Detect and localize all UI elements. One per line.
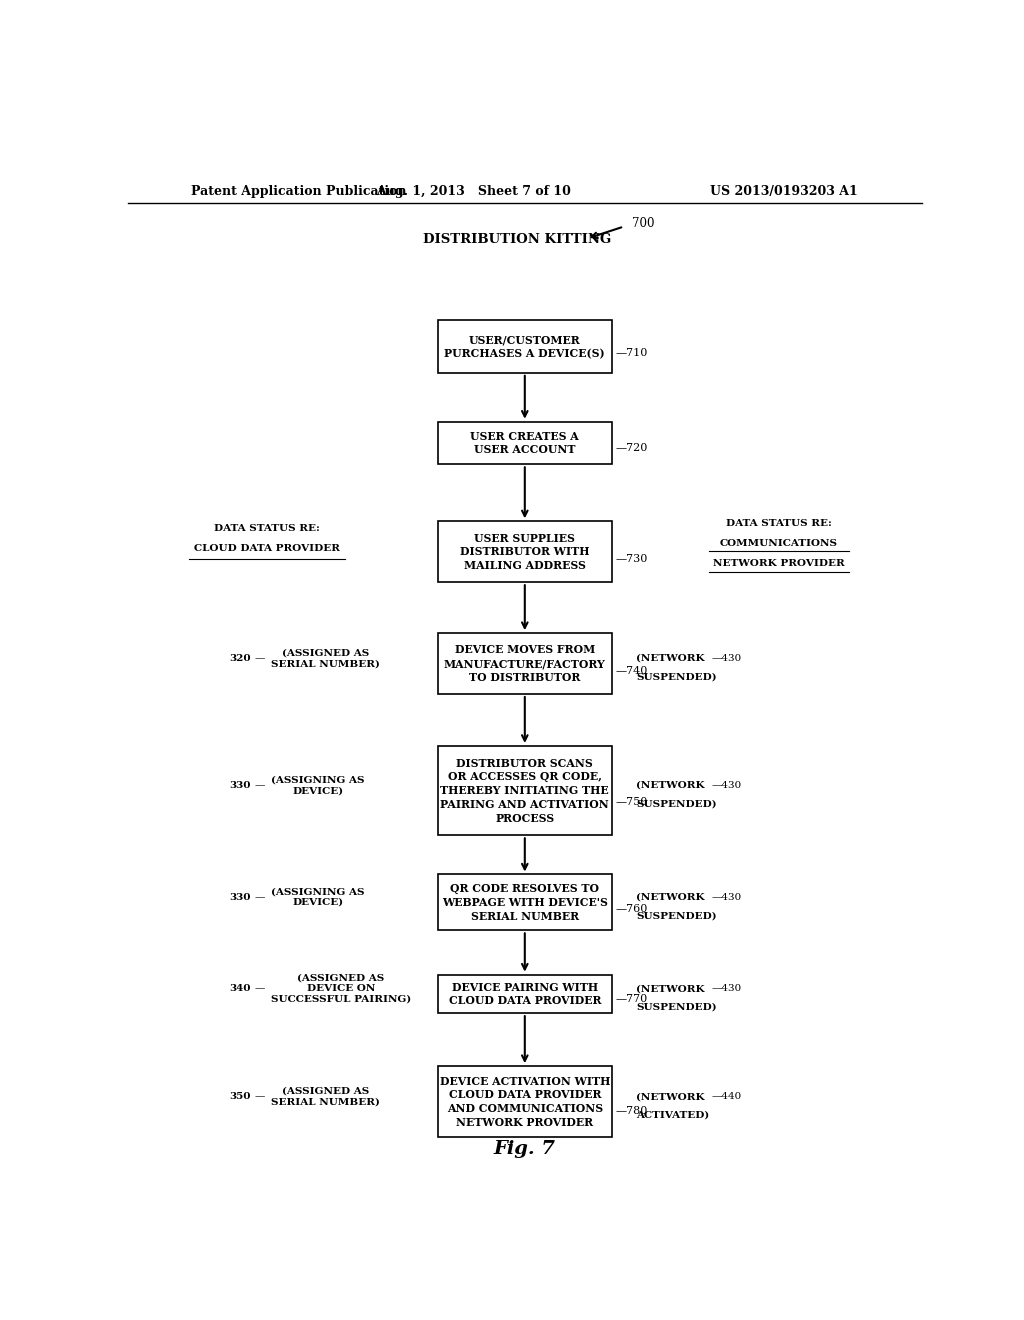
FancyBboxPatch shape <box>437 1067 612 1138</box>
Text: SUSPENDED): SUSPENDED) <box>636 1003 717 1011</box>
Text: 330: 330 <box>229 781 251 789</box>
Text: —: — <box>255 781 265 789</box>
Text: USER/CUSTOMER
PURCHASES A DEVICE(S): USER/CUSTOMER PURCHASES A DEVICE(S) <box>444 334 605 359</box>
Text: DISTRIBUTION KITTING: DISTRIBUTION KITTING <box>423 234 611 247</box>
FancyBboxPatch shape <box>437 319 612 372</box>
Text: SUSPENDED): SUSPENDED) <box>636 800 717 808</box>
Text: DEVICE MOVES FROM
MANUFACTURE/FACTORY
TO DISTRIBUTOR: DEVICE MOVES FROM MANUFACTURE/FACTORY TO… <box>444 644 605 682</box>
Text: —430: —430 <box>712 985 741 993</box>
Text: DEVICE ACTIVATION WITH
CLOUD DATA PROVIDER
AND COMMUNICATIONS
NETWORK PROVIDER: DEVICE ACTIVATION WITH CLOUD DATA PROVID… <box>439 1076 610 1127</box>
FancyBboxPatch shape <box>437 521 612 582</box>
Text: NETWORK PROVIDER: NETWORK PROVIDER <box>713 560 845 569</box>
Text: (NETWORK: (NETWORK <box>636 1092 705 1101</box>
Text: —: — <box>255 892 265 902</box>
Text: DEVICE PAIRING WITH
CLOUD DATA PROVIDER: DEVICE PAIRING WITH CLOUD DATA PROVIDER <box>449 982 601 1006</box>
Text: (ASSIGNING AS
DEVICE): (ASSIGNING AS DEVICE) <box>270 887 365 907</box>
FancyBboxPatch shape <box>437 421 612 465</box>
Text: —750: —750 <box>615 797 647 807</box>
FancyBboxPatch shape <box>437 974 612 1014</box>
Text: —710: —710 <box>615 348 647 358</box>
Text: —760: —760 <box>615 904 647 915</box>
Text: —430: —430 <box>712 892 741 902</box>
Text: —780: —780 <box>615 1106 647 1115</box>
Text: —: — <box>255 985 265 993</box>
Text: —: — <box>255 653 265 663</box>
Text: (ASSIGNED AS
SERIAL NUMBER): (ASSIGNED AS SERIAL NUMBER) <box>270 1086 380 1106</box>
Text: DISTRIBUTOR SCANS
OR ACCESSES QR CODE,
THEREBY INITIATING THE
PAIRING AND ACTIVA: DISTRIBUTOR SCANS OR ACCESSES QR CODE, T… <box>440 758 609 824</box>
Text: SUSPENDED): SUSPENDED) <box>636 911 717 920</box>
Text: 330: 330 <box>229 892 251 902</box>
Text: USER CREATES A
USER ACCOUNT: USER CREATES A USER ACCOUNT <box>470 430 580 455</box>
Text: 320: 320 <box>229 653 251 663</box>
Text: SUSPENDED): SUSPENDED) <box>636 672 717 681</box>
FancyBboxPatch shape <box>437 634 612 694</box>
FancyBboxPatch shape <box>437 874 612 931</box>
Text: Fig. 7: Fig. 7 <box>494 1140 556 1159</box>
Text: (NETWORK: (NETWORK <box>636 985 705 993</box>
Text: (NETWORK: (NETWORK <box>636 781 705 789</box>
Text: (NETWORK: (NETWORK <box>636 892 705 902</box>
Text: —430: —430 <box>712 781 741 789</box>
Text: —440: —440 <box>712 1092 741 1101</box>
Text: 350: 350 <box>229 1092 251 1101</box>
Text: CLOUD DATA PROVIDER: CLOUD DATA PROVIDER <box>194 544 340 553</box>
FancyBboxPatch shape <box>437 746 612 836</box>
Text: USER SUPPLIES
DISTRIBUTOR WITH
MAILING ADDRESS: USER SUPPLIES DISTRIBUTOR WITH MAILING A… <box>460 532 590 572</box>
Text: US 2013/0193203 A1: US 2013/0193203 A1 <box>711 185 858 198</box>
Text: (ASSIGNED AS
SERIAL NUMBER): (ASSIGNED AS SERIAL NUMBER) <box>270 648 380 668</box>
Text: 700: 700 <box>632 216 654 230</box>
Text: Patent Application Publication: Patent Application Publication <box>191 185 407 198</box>
Text: —730: —730 <box>615 554 647 565</box>
Text: COMMUNICATIONS: COMMUNICATIONS <box>720 539 838 548</box>
Text: —: — <box>255 1092 265 1101</box>
Text: (NETWORK: (NETWORK <box>636 653 705 663</box>
Text: DATA STATUS RE:: DATA STATUS RE: <box>726 519 831 528</box>
Text: —430: —430 <box>712 653 741 663</box>
Text: ACTIVATED): ACTIVATED) <box>636 1110 710 1119</box>
Text: (ASSIGNING AS
DEVICE): (ASSIGNING AS DEVICE) <box>270 776 365 795</box>
Text: 340: 340 <box>229 985 251 993</box>
Text: QR CODE RESOLVES TO
WEBPAGE WITH DEVICE'S
SERIAL NUMBER: QR CODE RESOLVES TO WEBPAGE WITH DEVICE'… <box>442 883 607 921</box>
Text: —740: —740 <box>615 667 647 676</box>
Text: (ASSIGNED AS
DEVICE ON
SUCCESSFUL PAIRING): (ASSIGNED AS DEVICE ON SUCCESSFUL PAIRIN… <box>270 974 411 1003</box>
Text: Aug. 1, 2013   Sheet 7 of 10: Aug. 1, 2013 Sheet 7 of 10 <box>376 185 570 198</box>
Text: DATA STATUS RE:: DATA STATUS RE: <box>214 524 319 533</box>
Text: —720: —720 <box>615 444 647 453</box>
Text: —770: —770 <box>615 994 647 1003</box>
